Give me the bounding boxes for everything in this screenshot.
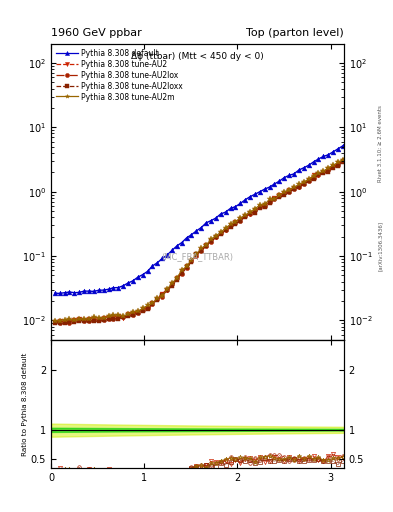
Pythia 8.308 tune-AU2lox xyxy=(340,157,345,163)
Pythia 8.308 default xyxy=(150,263,155,269)
Text: Rivet 3.1.10; ≥ 2.6M events: Rivet 3.1.10; ≥ 2.6M events xyxy=(378,105,383,182)
Pythia 8.308 tune-AU2lox xyxy=(155,296,160,302)
Pythia 8.308 tune-AU2m xyxy=(340,157,345,163)
Pythia 8.308 tune-AU2m xyxy=(150,300,155,306)
Pythia 8.308 tune-AU2lox xyxy=(57,319,62,326)
Pythia 8.308 tune-AU2loxx xyxy=(340,159,345,165)
Pythia 8.308 tune-AU2loxx xyxy=(238,218,242,224)
Pythia 8.308 default xyxy=(140,271,145,278)
Line: Pythia 8.308 tune-AU2m: Pythia 8.308 tune-AU2m xyxy=(52,157,345,324)
Pythia 8.308 tune-AU2 xyxy=(145,305,150,311)
Pythia 8.308 tune-AU2m xyxy=(233,219,238,225)
Pythia 8.308 tune-AU2loxx xyxy=(57,320,62,326)
Pythia 8.308 tune-AU2 xyxy=(150,301,155,307)
Pythia 8.308 tune-AU2m xyxy=(136,308,140,314)
Line: Pythia 8.308 tune-AU2loxx: Pythia 8.308 tune-AU2loxx xyxy=(53,160,345,325)
Pythia 8.308 tune-AU2m xyxy=(145,302,150,308)
Pythia 8.308 tune-AU2lox xyxy=(140,307,145,313)
Pythia 8.308 tune-AU2 xyxy=(340,158,345,164)
Pythia 8.308 default xyxy=(340,143,345,149)
Text: (MC_FBA_TTBAR): (MC_FBA_TTBAR) xyxy=(162,252,233,261)
Text: Top (parton level): Top (parton level) xyxy=(246,28,344,38)
Pythia 8.308 tune-AU2loxx xyxy=(52,319,57,326)
Pythia 8.308 default xyxy=(57,290,62,296)
Line: Pythia 8.308 tune-AU2: Pythia 8.308 tune-AU2 xyxy=(52,158,345,324)
Pythia 8.308 tune-AU2lox xyxy=(52,319,57,325)
Pythia 8.308 tune-AU2 xyxy=(52,319,57,325)
Pythia 8.308 default xyxy=(130,278,135,284)
Pythia 8.308 tune-AU2loxx xyxy=(130,312,135,318)
Text: [arXiv:1306.3436]: [arXiv:1306.3436] xyxy=(378,221,383,271)
Pythia 8.308 tune-AU2m xyxy=(52,318,57,324)
Pythia 8.308 tune-AU2loxx xyxy=(140,308,145,314)
Line: Pythia 8.308 tune-AU2lox: Pythia 8.308 tune-AU2lox xyxy=(53,158,345,325)
Pythia 8.308 tune-AU2 xyxy=(101,315,106,321)
Line: Pythia 8.308 default: Pythia 8.308 default xyxy=(52,143,345,296)
Pythia 8.308 tune-AU2 xyxy=(126,311,130,317)
Pythia 8.308 default xyxy=(155,260,160,266)
Pythia 8.308 tune-AU2m xyxy=(126,311,130,317)
Pythia 8.308 tune-AU2loxx xyxy=(155,297,160,303)
Pythia 8.308 tune-AU2loxx xyxy=(106,316,111,322)
Pythia 8.308 tune-AU2lox xyxy=(150,301,155,307)
Legend: Pythia 8.308 default, Pythia 8.308 tune-AU2, Pythia 8.308 tune-AU2lox, Pythia 8.: Pythia 8.308 default, Pythia 8.308 tune-… xyxy=(55,47,184,103)
Pythia 8.308 tune-AU2m xyxy=(101,315,106,322)
Pythia 8.308 default xyxy=(238,200,242,206)
Pythia 8.308 tune-AU2 xyxy=(233,219,238,225)
Pythia 8.308 tune-AU2loxx xyxy=(150,302,155,308)
Pythia 8.308 tune-AU2lox xyxy=(238,218,242,224)
Text: 1960 GeV ppbar: 1960 GeV ppbar xyxy=(51,28,142,38)
Text: Δϕ (ttbar) (Mtt < 450 dy < 0): Δϕ (ttbar) (Mtt < 450 dy < 0) xyxy=(131,52,264,61)
Pythia 8.308 tune-AU2 xyxy=(136,309,140,315)
Pythia 8.308 tune-AU2lox xyxy=(106,315,111,322)
Pythia 8.308 default xyxy=(106,286,111,292)
Pythia 8.308 default xyxy=(52,290,57,296)
Y-axis label: Ratio to Pythia 8.308 default: Ratio to Pythia 8.308 default xyxy=(22,352,28,456)
Pythia 8.308 tune-AU2lox xyxy=(130,312,135,318)
